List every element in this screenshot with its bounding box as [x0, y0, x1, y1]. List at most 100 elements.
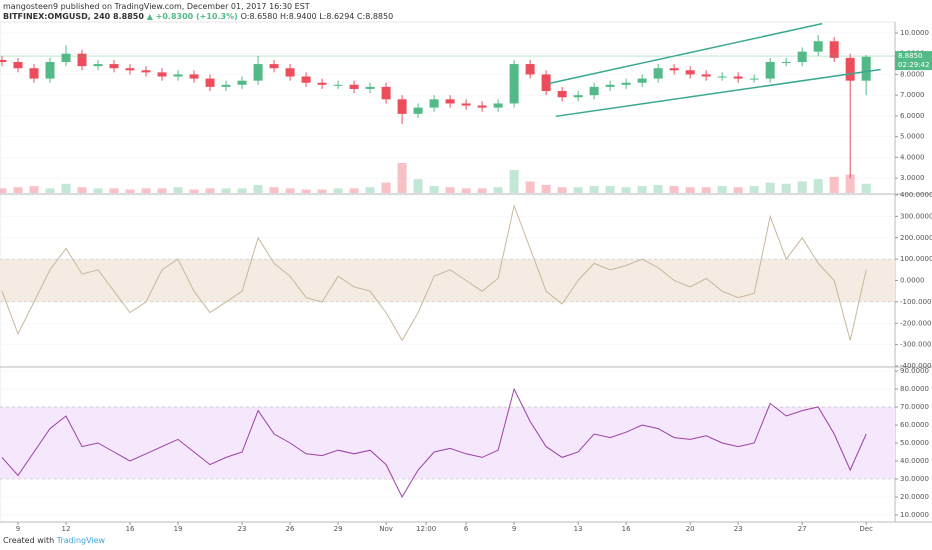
volume-bar — [637, 186, 647, 193]
x-tick-label: 23 — [238, 525, 247, 533]
volume-bar — [733, 187, 743, 193]
volume-bar — [269, 187, 279, 193]
x-tick-label: 16 — [126, 525, 135, 533]
candle-body — [237, 80, 247, 85]
y-tick-label: 10.0000 — [900, 29, 929, 37]
y-tick-label: 4.0000 — [900, 153, 925, 161]
volume-bar — [749, 186, 759, 193]
candle-body — [653, 68, 663, 79]
y-tick-label: 100.0000 — [900, 255, 932, 263]
volume-bar — [557, 187, 567, 193]
x-tick-label: 12:00 — [416, 525, 436, 533]
candle-body — [589, 86, 599, 96]
y-tick-label: 300.0000 — [900, 212, 932, 220]
volume-bar — [173, 187, 183, 193]
candle-body — [621, 82, 631, 85]
candle-body — [797, 51, 807, 63]
band — [0, 259, 895, 302]
x-tick-label: 29 — [334, 525, 343, 533]
y-tick-label: 0.0000 — [900, 277, 925, 285]
volume-bar — [717, 186, 727, 193]
candle-body — [605, 84, 615, 87]
y-tick-label: 70.0000 — [900, 403, 929, 411]
candle-body — [77, 53, 87, 67]
volume-bar — [445, 187, 455, 193]
trend-line — [549, 22, 823, 85]
volume-bar — [845, 174, 855, 193]
candle-body — [717, 76, 727, 78]
symbol-line: BITFINEX:OMGUSD, 240 8.8850 ▲ +0.8300 (+… — [3, 12, 393, 21]
footer-brand[interactable]: TradingView — [56, 536, 106, 545]
x-tick-label: 19 — [174, 525, 183, 533]
volume-bar — [573, 187, 583, 193]
y-tick-label: 50.0000 — [900, 439, 929, 447]
candle-body — [557, 91, 567, 98]
volume-bar — [669, 186, 679, 193]
candle-body — [365, 86, 375, 89]
candle-body — [253, 64, 263, 81]
x-tick-label: 27 — [798, 525, 807, 533]
x-tick-label: 26 — [286, 525, 295, 533]
volume-bar — [29, 186, 39, 193]
candle-body — [861, 56, 871, 81]
candle-body — [317, 82, 327, 85]
candle-body — [749, 78, 759, 80]
candle-body — [781, 62, 791, 64]
volume-bar — [285, 188, 295, 193]
last-price-tag — [895, 51, 932, 71]
volume-bar — [685, 187, 695, 193]
volume-bar — [13, 187, 23, 193]
y-tick-label: 200.0000 — [900, 234, 932, 242]
volume-bar — [413, 179, 423, 193]
y-tick-label: 30.0000 — [900, 475, 929, 483]
indicator-line — [1, 387, 867, 499]
volume-bar — [253, 184, 263, 193]
candle-body — [0, 59, 7, 63]
last-price-label: 8.8850 — [898, 52, 923, 60]
x-tick-label: Dec — [859, 525, 873, 533]
y-tick-label: 3.0000 — [900, 174, 925, 182]
x-tick-label: 20 — [686, 525, 695, 533]
candle-body — [301, 76, 311, 83]
candle-body — [477, 105, 487, 108]
footer-created: Created with — [3, 536, 55, 545]
volume-bar — [397, 163, 407, 193]
volume-bar — [525, 181, 535, 193]
candle-body — [173, 74, 183, 77]
candle-body — [45, 62, 55, 79]
candle-body — [733, 76, 743, 79]
y-tick-label: 6.0000 — [900, 112, 925, 120]
x-tick-label: 6 — [464, 525, 469, 533]
volume-bar — [765, 182, 775, 193]
volume-bar — [797, 181, 807, 193]
candle-body — [13, 62, 23, 69]
candle-body — [109, 64, 119, 69]
x-tick-label: 9 — [512, 525, 516, 533]
volume-bar — [109, 188, 119, 193]
y-tick-label: 90.0000 — [900, 367, 929, 375]
volume-bar — [141, 188, 151, 193]
y-tick-label: 400.0000 — [900, 191, 932, 199]
candle-body — [61, 53, 71, 63]
trend-line — [555, 68, 881, 118]
candle-body — [765, 62, 775, 79]
candle-body — [93, 64, 103, 67]
volume-bar — [333, 188, 343, 193]
volume-bar — [317, 189, 327, 193]
volume-bar — [349, 188, 359, 193]
volume-bar — [605, 186, 615, 193]
y-tick-label: 40.0000 — [900, 457, 929, 465]
indicator-line — [1, 203, 867, 342]
author-line: mangosteen9 published on TradingView.com… — [3, 2, 310, 11]
candle-body — [685, 70, 695, 75]
y-tick-label: 60.0000 — [900, 421, 929, 429]
y-tick-label: 7.0000 — [900, 91, 925, 99]
volume-bar — [701, 187, 711, 193]
x-tick-label: 12 — [62, 525, 71, 533]
candle-body — [509, 64, 519, 104]
volume-bar — [237, 188, 247, 193]
candle-body — [189, 74, 199, 79]
candle-body — [141, 70, 151, 73]
